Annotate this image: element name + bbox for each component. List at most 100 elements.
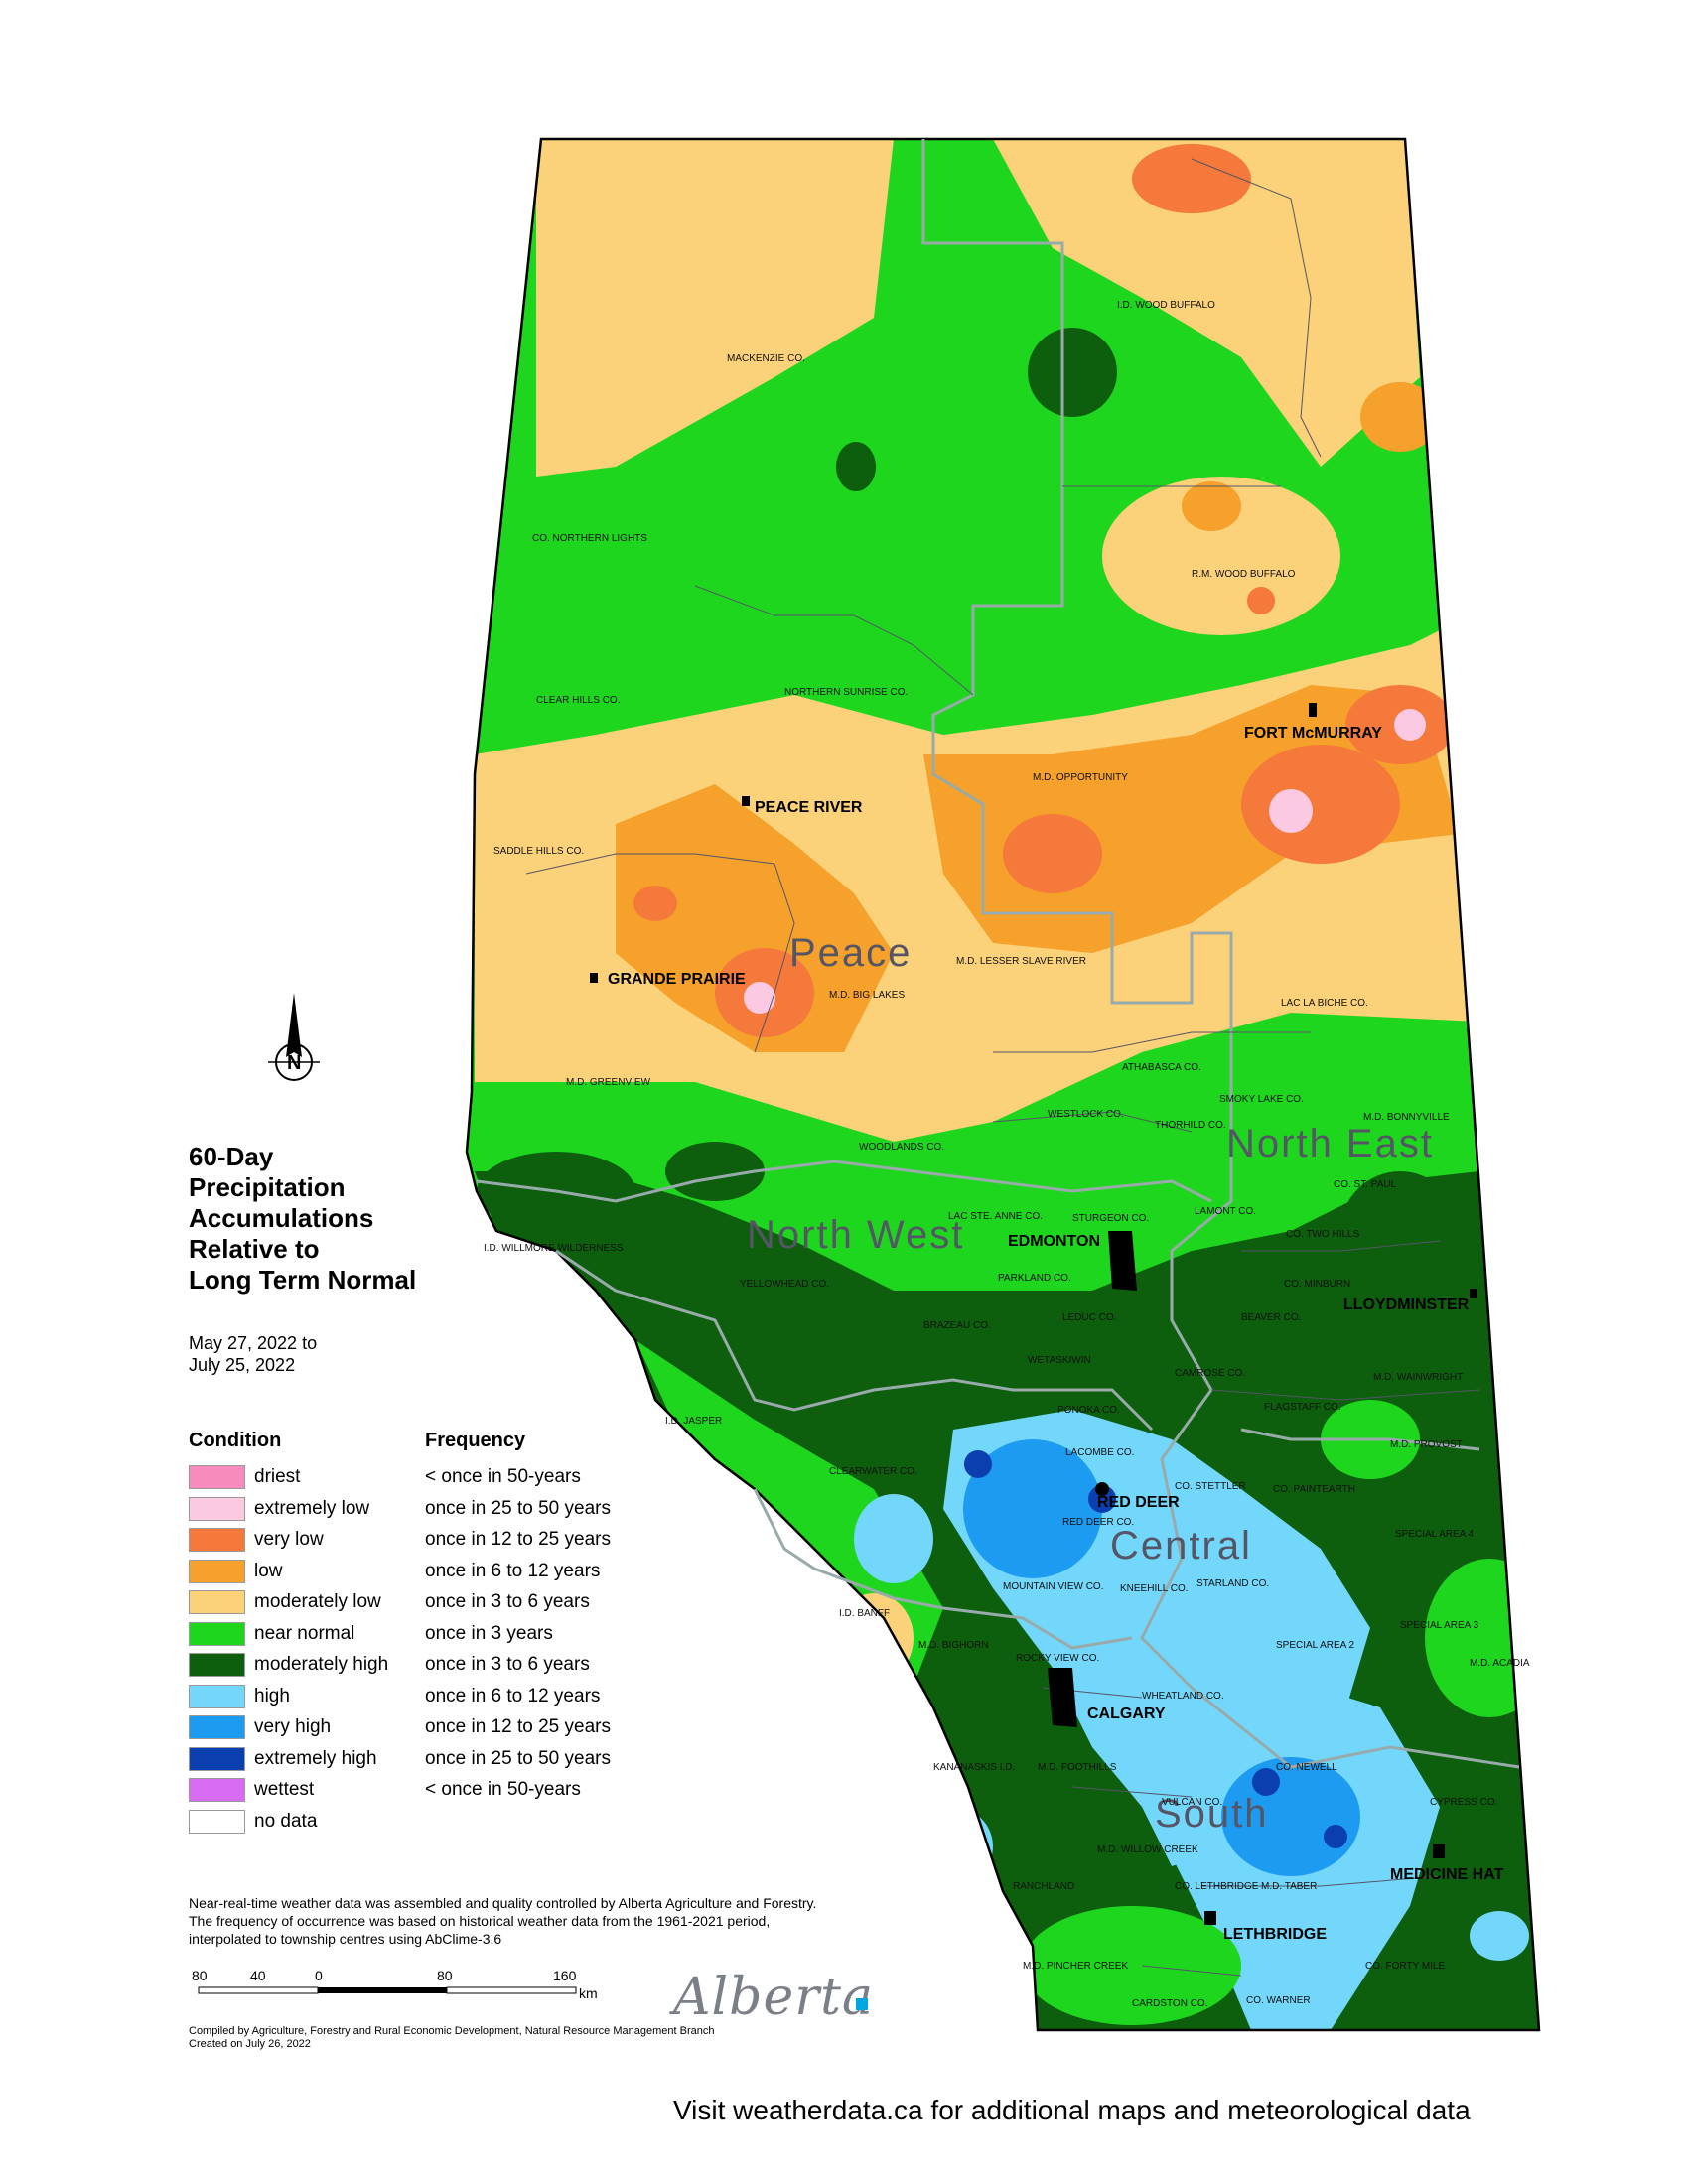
- legend-swatch: [189, 1465, 245, 1489]
- county-label: CYPRESS CO.: [1430, 1797, 1498, 1808]
- legend-row: very low once in 12 to 25 years: [189, 1528, 626, 1554]
- county-label: SADDLE HILLS CO.: [493, 846, 585, 857]
- county-label: PONOKA CO.: [1057, 1405, 1120, 1416]
- legend-row: extremely high once in 25 to 50 years: [189, 1746, 626, 1773]
- county-label: LAMONT CO.: [1195, 1206, 1257, 1217]
- legend-swatch: [189, 1809, 245, 1834]
- county-label: CO. LETHBRIDGE: [1175, 1881, 1259, 1892]
- map-title: 60-Day Precipitation Accumulations Relat…: [189, 1142, 416, 1296]
- county-label: CO. WARNER: [1246, 1995, 1311, 2006]
- county-label: I.D. BANFF: [839, 1608, 891, 1619]
- county-label: WESTLOCK CO.: [1048, 1109, 1124, 1120]
- county-label: M.D. BONNYVILLE: [1363, 1112, 1450, 1123]
- county-label: THORHILD CO.: [1155, 1120, 1226, 1131]
- city-label: MEDICINE HAT: [1390, 1866, 1504, 1883]
- county-label: KANANASKIS I.D.: [933, 1762, 1016, 1773]
- legend-frequency: once in 3 to 6 years: [425, 1591, 590, 1612]
- scale-tick: 0: [315, 1968, 323, 1983]
- county-label: M.D. ACADIA: [1470, 1658, 1530, 1669]
- county-label: LAC STE. ANNE CO.: [948, 1211, 1044, 1222]
- legend-swatch: [189, 1621, 245, 1646]
- county-label: WHEATLAND CO.: [1142, 1691, 1224, 1702]
- county-label: SMOKY LAKE CO.: [1219, 1094, 1304, 1105]
- legend-frequency-header: Frequency: [425, 1430, 526, 1451]
- city-label: PEACE RIVER: [755, 799, 863, 816]
- county-label: M.D. WILLOW CREEK: [1097, 1844, 1198, 1855]
- title-line: Accumulations: [189, 1203, 374, 1233]
- alberta-logo: Alberta: [673, 1968, 874, 2027]
- county-label: CARDSTON CO.: [1132, 1998, 1208, 2009]
- scale-tick: 160: [553, 1968, 577, 1983]
- county-label: M.D. BIGHORN: [918, 1640, 989, 1651]
- date-line: July 25, 2022: [189, 1355, 296, 1375]
- county-label: CLEAR HILLS CO.: [536, 695, 621, 706]
- legend-condition: extremely low: [254, 1497, 370, 1519]
- title-line: 60-Day: [189, 1142, 274, 1171]
- legend-row: high once in 6 to 12 years: [189, 1684, 626, 1710]
- county-label: CO. TWO HILLS: [1286, 1229, 1360, 1240]
- legend-row: driest < once in 50-years: [189, 1465, 626, 1491]
- compiled-line: Compiled by Agriculture, Forestry and Ru…: [189, 2025, 715, 2037]
- county-label: M.D. PINCHER CREEK: [1023, 1961, 1129, 1972]
- legend-condition: wettest: [254, 1779, 315, 1800]
- county-label: CO. ST. PAUL: [1334, 1179, 1397, 1190]
- north-arrow-icon: N: [268, 993, 320, 1081]
- region-label-north-east: North East: [1226, 1122, 1434, 1165]
- county-label: MOUNTAIN VIEW CO.: [1003, 1581, 1104, 1592]
- legend-frequency: < once in 50-years: [425, 1779, 581, 1800]
- city-label: GRANDE PRAIRIE: [608, 971, 746, 988]
- county-label: MACKENZIE CO.: [727, 353, 805, 364]
- legend-condition-header: Condition: [189, 1430, 282, 1451]
- county-label: ATHABASCA CO.: [1122, 1062, 1201, 1073]
- county-label: ROCKY VIEW CO.: [1016, 1653, 1100, 1664]
- city-label: CALGARY: [1087, 1706, 1166, 1722]
- city-label: FORT McMURRAY: [1244, 725, 1382, 742]
- legend-frequency: once in 6 to 12 years: [425, 1560, 601, 1581]
- visit-link-text: Visit weatherdata.ca for additional maps…: [673, 2095, 1471, 2125]
- legend-condition: driest: [254, 1466, 301, 1487]
- legend-frequency: once in 12 to 25 years: [425, 1529, 611, 1550]
- date-range: May 27, 2022 to July 25, 2022: [189, 1332, 317, 1376]
- county-label: KNEEHILL CO.: [1120, 1583, 1189, 1594]
- county-label: M.D. WAINWRIGHT: [1373, 1372, 1464, 1383]
- date-line: May 27, 2022 to: [189, 1333, 318, 1353]
- city-label: LLOYDMINSTER: [1343, 1297, 1470, 1313]
- legend-swatch: [189, 1653, 245, 1677]
- title-line: Long Term Normal: [189, 1265, 417, 1295]
- legend-swatch: [189, 1528, 245, 1552]
- county-label: SPECIAL AREA 3: [1400, 1620, 1479, 1631]
- legend-row: very high once in 12 to 25 years: [189, 1715, 626, 1741]
- legend-row: no data: [189, 1809, 626, 1836]
- scale-tick: 80: [192, 1968, 208, 1983]
- county-label: CO. PAINTEARTH: [1273, 1484, 1355, 1495]
- county-label: M.D. PROVOST: [1390, 1439, 1463, 1450]
- county-label: SPECIAL AREA 4: [1395, 1529, 1475, 1540]
- county-label: M.D. FOOTHILLS: [1038, 1762, 1117, 1773]
- county-label: RED DEER CO.: [1062, 1517, 1135, 1528]
- county-label: WOODLANDS CO.: [859, 1142, 945, 1153]
- alberta-logo-square: [856, 1998, 868, 2010]
- county-label: NORTHERN SUNRISE CO.: [784, 687, 909, 698]
- svg-text:N: N: [287, 1052, 301, 1074]
- legend-swatch: [189, 1715, 245, 1739]
- legend-swatch: [189, 1496, 245, 1521]
- county-label: R.M. WOOD BUFFALO: [1192, 569, 1296, 580]
- region-label-north-west: North West: [747, 1213, 965, 1257]
- legend-swatch: [189, 1746, 245, 1771]
- legend-frequency: once in 6 to 12 years: [425, 1685, 601, 1706]
- legend-condition: near normal: [254, 1622, 355, 1644]
- county-label: BRAZEAU CO.: [923, 1320, 991, 1331]
- region-label-peace: Peace: [789, 931, 913, 975]
- legend-condition: no data: [254, 1810, 318, 1832]
- county-label: M.D. LESSER SLAVE RIVER: [956, 956, 1086, 967]
- county-label: WETASKIWIN: [1028, 1355, 1091, 1366]
- county-label: CAMROSE CO.: [1175, 1368, 1246, 1379]
- county-label: PARKLAND CO.: [998, 1273, 1071, 1284]
- county-label: STARLAND CO.: [1196, 1578, 1270, 1589]
- legend-swatch: [189, 1684, 245, 1708]
- county-label: RANCHLAND: [1013, 1881, 1075, 1892]
- legend-frequency: once in 3 years: [425, 1622, 553, 1644]
- county-label: SPECIAL AREA 2: [1276, 1640, 1355, 1651]
- county-label: CO. STETTLER: [1175, 1481, 1246, 1492]
- legend-frequency: < once in 50-years: [425, 1466, 581, 1487]
